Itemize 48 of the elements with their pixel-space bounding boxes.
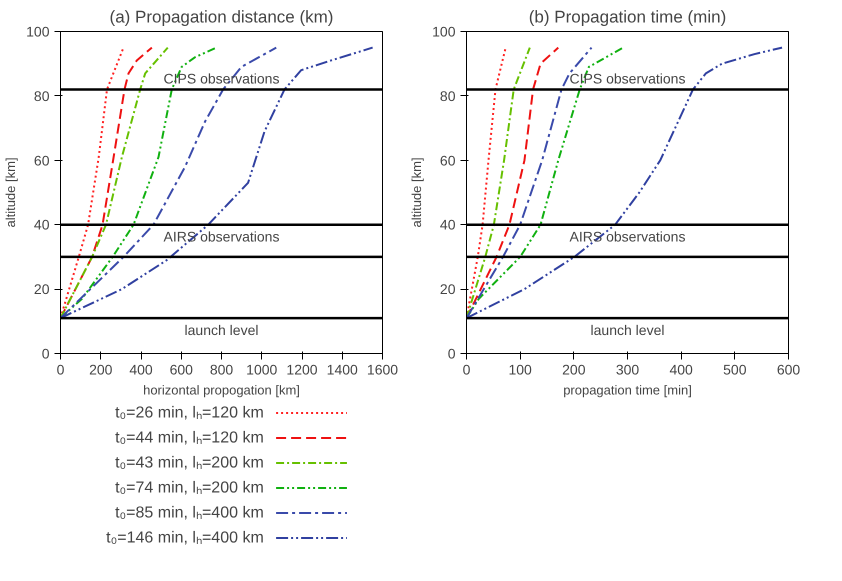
x-tick-label: 1200 (286, 362, 318, 378)
x-tick-label: 400 (669, 362, 694, 378)
legend-label: t₀=44 min, lₕ=120 km (115, 430, 264, 446)
y-tick-label: 80 (34, 88, 50, 104)
line-series (466, 46, 784, 320)
ref-line-label: CIPS observations (164, 70, 280, 86)
chart-title: (b) Propagation time (min) (528, 8, 726, 26)
x-tick-label: 1000 (246, 362, 278, 378)
line-series (60, 46, 374, 320)
legend-label: t₀=26 min, lₕ=120 km (115, 404, 264, 422)
x-tick-label: 300 (616, 362, 640, 378)
y-tick-label: 100 (432, 24, 456, 40)
x-tick-label: 100 (508, 362, 532, 378)
x-axis-title: horizontal propogation [km] (143, 382, 300, 398)
y-tick-label: 80 (440, 88, 456, 104)
y-axis-title: altitude [km] (3, 157, 18, 228)
y-tick-label: 20 (440, 281, 456, 298)
legend-label: t₀=85 min, lₕ=400 km (115, 504, 264, 522)
y-tick-label: 60 (440, 152, 456, 168)
y-tick-label: 20 (34, 281, 50, 298)
ref-line-label: launch level (590, 322, 664, 338)
x-tick-label: 1400 (326, 362, 358, 378)
ref-line-label: CIPS observations (570, 70, 686, 86)
y-tick-label: 0 (42, 346, 50, 362)
x-tick-label: 1600 (366, 362, 398, 378)
x-axis-title: propagation time [min] (563, 382, 692, 398)
x-tick-label: 0 (56, 362, 65, 378)
y-tick-label: 100 (26, 24, 50, 40)
x-tick-label: 500 (723, 362, 747, 378)
legend-label: t₀=43 min, lₕ=200 km (115, 454, 264, 472)
y-tick-label: 40 (440, 216, 456, 233)
y-axis-title: altitude [km] (409, 157, 424, 228)
legend-label: t₀=146 min, lₕ=400 km (106, 530, 264, 546)
y-tick-label: 0 (448, 346, 456, 362)
x-tick-label: 0 (462, 362, 471, 378)
x-tick-label: 400 (129, 362, 153, 378)
legend-label: t₀=74 min, lₕ=200 km (115, 480, 264, 496)
x-tick-label: 200 (562, 362, 586, 378)
y-tick-label: 40 (34, 216, 50, 233)
x-tick-label: 600 (776, 362, 800, 378)
x-tick-label: 800 (210, 362, 234, 378)
ref-line-label: AIRS observations (164, 228, 280, 245)
ref-line-label: AIRS observations (570, 228, 686, 245)
chart-title: (a) Propagation distance (km) (110, 8, 334, 26)
y-tick-label: 60 (34, 152, 50, 168)
ref-line-label: launch level (184, 322, 258, 338)
x-tick-label: 600 (170, 362, 194, 378)
x-tick-label: 200 (89, 362, 113, 378)
